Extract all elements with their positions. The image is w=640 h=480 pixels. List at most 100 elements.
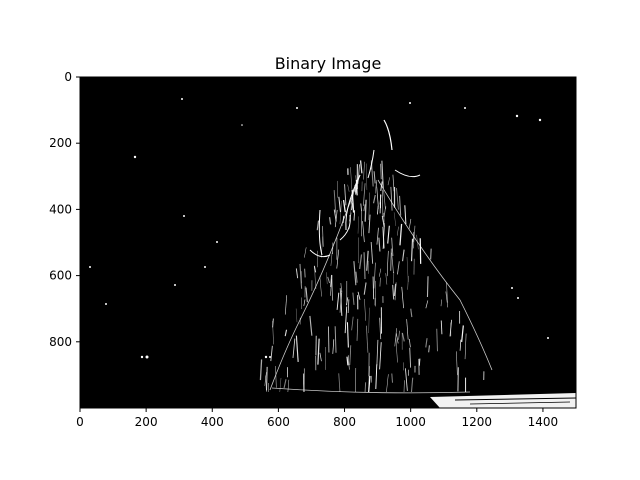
x-tick-label: 1000 bbox=[395, 415, 426, 429]
gown-stroke bbox=[366, 250, 369, 271]
gown-stroke bbox=[322, 226, 324, 247]
gown-stroke bbox=[283, 379, 287, 389]
gown-stroke bbox=[344, 184, 347, 206]
gown-stroke bbox=[340, 283, 343, 293]
gown-stroke bbox=[284, 295, 288, 315]
gown-stroke bbox=[403, 380, 405, 393]
gown-stroke bbox=[379, 317, 382, 340]
gown-stroke bbox=[302, 373, 305, 393]
gown-stroke bbox=[389, 248, 393, 271]
gown-stroke bbox=[392, 284, 395, 300]
gown-stroke bbox=[386, 374, 389, 393]
gown-stroke bbox=[395, 338, 398, 363]
noise-dots bbox=[89, 98, 549, 359]
gown-stroke bbox=[355, 271, 358, 283]
x-tick-label: 800 bbox=[333, 415, 356, 429]
gown-stroke bbox=[346, 356, 349, 366]
gown-stroke bbox=[372, 194, 376, 204]
gown-stroke bbox=[353, 261, 357, 286]
gown-stroke bbox=[309, 315, 313, 336]
gown-stroke bbox=[368, 307, 370, 334]
gown-stroke bbox=[279, 377, 282, 393]
gown-stroke bbox=[409, 339, 411, 348]
gown-stroke bbox=[332, 339, 335, 354]
gown-stroke bbox=[461, 325, 464, 342]
gown-stroke bbox=[346, 322, 349, 348]
floor-highlight bbox=[430, 393, 576, 408]
gown-texture bbox=[259, 160, 493, 394]
gown-stroke bbox=[398, 330, 401, 340]
y-tick-label: 600 bbox=[49, 269, 72, 283]
gown-stroke bbox=[370, 241, 374, 264]
gown-stroke bbox=[375, 364, 378, 389]
gown-stroke bbox=[363, 161, 365, 180]
gown-stroke bbox=[390, 186, 393, 211]
gown-stroke bbox=[383, 206, 387, 218]
gown-stroke bbox=[284, 329, 288, 337]
gown-stroke bbox=[338, 196, 341, 213]
x-axis: 0 200 400 600 800 1000 1200 1400 bbox=[76, 408, 558, 429]
gown-stroke bbox=[363, 252, 366, 280]
gown-stroke bbox=[393, 212, 397, 226]
gown-stroke bbox=[402, 249, 405, 262]
gown-stroke bbox=[397, 226, 399, 236]
gown-stroke bbox=[391, 252, 394, 274]
gown-stroke bbox=[351, 189, 355, 213]
axes-frame bbox=[79, 76, 577, 409]
gown-stroke bbox=[348, 212, 352, 222]
x-tick-label: 200 bbox=[135, 415, 158, 429]
gown-stroke bbox=[365, 325, 369, 353]
gown-stroke bbox=[351, 316, 354, 331]
gown-stroke bbox=[363, 282, 367, 295]
gown-stroke bbox=[347, 355, 350, 370]
y-tick-label: 200 bbox=[49, 136, 72, 150]
gown-stroke bbox=[363, 204, 366, 212]
gown-stroke bbox=[410, 377, 414, 393]
gown-stroke bbox=[399, 223, 403, 246]
x-tick-label: 600 bbox=[267, 415, 290, 429]
gown-stroke bbox=[356, 318, 359, 341]
gown-stroke bbox=[368, 192, 370, 220]
gown-stroke bbox=[336, 292, 340, 310]
gown-stroke bbox=[385, 273, 388, 285]
gown-stroke bbox=[344, 306, 348, 334]
gown-stroke bbox=[464, 333, 467, 360]
gown-stroke bbox=[456, 351, 458, 376]
gown-stroke bbox=[364, 199, 367, 222]
gown-stroke bbox=[387, 177, 390, 186]
gown-stroke bbox=[396, 261, 400, 275]
gown-stroke bbox=[445, 291, 449, 308]
gown-stroke bbox=[409, 347, 411, 368]
gown-stroke bbox=[440, 299, 442, 307]
floor-line bbox=[454, 397, 576, 401]
gown-stroke bbox=[368, 214, 371, 234]
x-tick-label: 400 bbox=[201, 415, 224, 429]
gown-stroke bbox=[383, 190, 386, 210]
gown-stroke bbox=[378, 237, 381, 252]
gown-stroke bbox=[266, 366, 268, 391]
gown-stroke bbox=[406, 257, 409, 282]
gown-stroke bbox=[379, 163, 382, 180]
gown-stroke bbox=[370, 162, 374, 187]
gown-stroke bbox=[410, 238, 414, 262]
x-tick-label: 1400 bbox=[528, 415, 559, 429]
x-tick-label: 0 bbox=[76, 415, 84, 429]
gown-stroke bbox=[353, 210, 356, 221]
gown-stroke bbox=[387, 225, 390, 244]
gown-stroke bbox=[377, 205, 379, 215]
gown-stroke bbox=[319, 276, 322, 297]
gown-stroke bbox=[339, 200, 342, 225]
gown-stroke bbox=[391, 237, 394, 257]
gown-stroke bbox=[275, 366, 277, 388]
x-tick-label: 1200 bbox=[462, 415, 493, 429]
gown-stroke bbox=[328, 217, 332, 225]
gown-stroke bbox=[376, 339, 379, 366]
gown-stroke bbox=[396, 333, 399, 344]
y-tick-label: 400 bbox=[49, 202, 72, 216]
gown-stroke bbox=[426, 276, 429, 298]
gown-stroke bbox=[381, 215, 385, 228]
gown-stroke bbox=[364, 298, 366, 321]
gown-stroke bbox=[336, 249, 340, 269]
gown-stroke bbox=[392, 174, 395, 192]
